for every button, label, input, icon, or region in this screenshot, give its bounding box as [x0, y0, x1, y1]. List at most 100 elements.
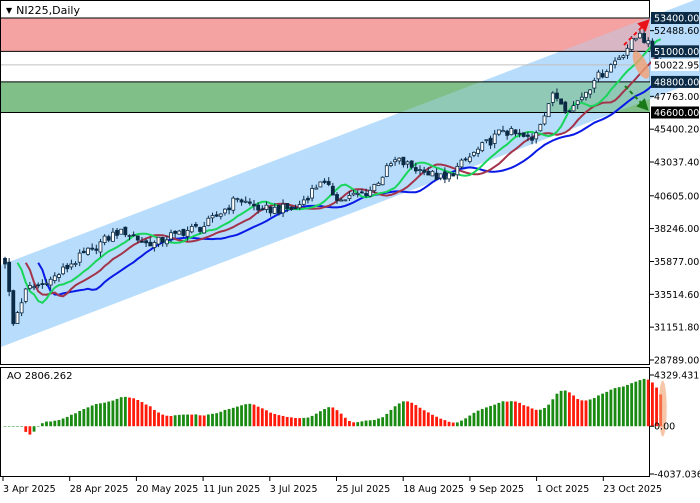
- candle: [164, 235, 169, 247]
- candle-body: [488, 137, 493, 146]
- ao-bar: [16, 426, 19, 427]
- candle-body: [496, 129, 501, 135]
- candle-body: [135, 235, 140, 241]
- candle-body: [629, 38, 634, 50]
- ao-bar: [526, 406, 530, 427]
- ao-tick-label: -4037.036: [654, 470, 700, 481]
- candle: [563, 100, 568, 114]
- x-tick-label: 3 Apr 2025: [3, 484, 56, 495]
- candle: [364, 188, 368, 198]
- ao-bar: [252, 404, 256, 427]
- ao-bar: [153, 410, 156, 427]
- candle-body: [600, 73, 605, 78]
- ao-bar: [514, 401, 517, 427]
- ao-bar: [447, 421, 451, 427]
- candle: [613, 57, 617, 69]
- ao-bar: [244, 404, 248, 427]
- ao-bar: [414, 405, 418, 427]
- ao-tick-label: 0.00: [654, 422, 675, 433]
- ao-bar: [431, 414, 434, 427]
- candle: [567, 109, 572, 114]
- ao-bar: [277, 415, 281, 427]
- y-tick-label: 38246.00: [654, 224, 699, 235]
- ao-bar: [165, 415, 169, 427]
- candle: [600, 69, 605, 79]
- ao-bar: [509, 401, 513, 427]
- candle: [455, 162, 460, 180]
- candle: [571, 101, 576, 112]
- candle: [239, 198, 244, 206]
- candle-body: [69, 263, 74, 268]
- candle: [592, 77, 597, 93]
- candle: [131, 231, 136, 237]
- candle-body: [102, 235, 107, 243]
- candle-body: [492, 133, 497, 144]
- candle-body: [326, 181, 331, 185]
- ao-bar: [626, 384, 629, 427]
- candle: [293, 204, 298, 210]
- candles: [3, 29, 663, 327]
- price-level-badge: [651, 75, 699, 88]
- candle: [15, 310, 20, 324]
- candle: [123, 226, 128, 238]
- y-tick-label: 33514.60: [654, 290, 699, 301]
- ao-bar: [393, 406, 397, 427]
- x-tick-label: 3 Jul 2025: [270, 484, 318, 495]
- candle-body: [559, 98, 563, 105]
- candle: [517, 128, 522, 138]
- candle-body: [347, 195, 352, 200]
- price-level-label: 46600.00: [654, 108, 699, 119]
- candle-body: [231, 197, 236, 211]
- candle: [359, 189, 364, 194]
- ao-bar: [364, 420, 368, 427]
- ao-bar: [439, 418, 443, 427]
- candle-body: [467, 156, 472, 162]
- candle-body: [36, 284, 41, 287]
- ao-bar: [157, 412, 160, 427]
- ao-bar: [32, 426, 36, 432]
- candle: [646, 37, 651, 48]
- x-tick-label: 11 Jun 2025: [203, 484, 260, 495]
- candle-body: [106, 236, 111, 241]
- candle-body: [434, 172, 439, 180]
- candle: [314, 184, 319, 190]
- ao-bar: [472, 412, 476, 427]
- ao-bar: [476, 410, 480, 427]
- ao-bar: [24, 426, 28, 432]
- candle: [447, 172, 451, 183]
- candle: [426, 167, 431, 176]
- candle: [472, 151, 476, 158]
- chart-title[interactable]: ▼ NI225,Daily: [6, 4, 80, 17]
- candle: [384, 163, 389, 178]
- candle-body: [185, 230, 190, 237]
- candle-body: [140, 240, 144, 243]
- candle: [272, 203, 277, 215]
- candle-body: [596, 71, 601, 80]
- candle: [202, 221, 207, 234]
- candle: [538, 123, 543, 132]
- ao-bar: [522, 405, 526, 427]
- x-tick-label: 25 Jul 2025: [337, 484, 391, 495]
- candle: [218, 212, 223, 220]
- candle-body: [119, 228, 124, 235]
- candle: [617, 55, 622, 60]
- ao-bar: [206, 414, 210, 427]
- candle: [19, 298, 24, 317]
- candle-body: [202, 226, 207, 234]
- ao-bar: [94, 403, 98, 427]
- ao-histogram: [3, 378, 663, 435]
- candle-body: [148, 241, 153, 247]
- candle-body: [538, 123, 543, 132]
- candle-body: [642, 33, 646, 43]
- x-tick-label: 1 Oct 2025: [537, 484, 590, 495]
- candle: [492, 129, 497, 149]
- dropdown-triangle-icon[interactable]: ▼: [6, 6, 13, 15]
- candle-body: [509, 128, 514, 136]
- candle: [509, 126, 514, 136]
- candle-body: [426, 170, 431, 176]
- candle-body: [252, 203, 256, 207]
- candle-body: [7, 261, 12, 292]
- candle-body: [3, 258, 7, 265]
- ao-bar: [65, 416, 69, 427]
